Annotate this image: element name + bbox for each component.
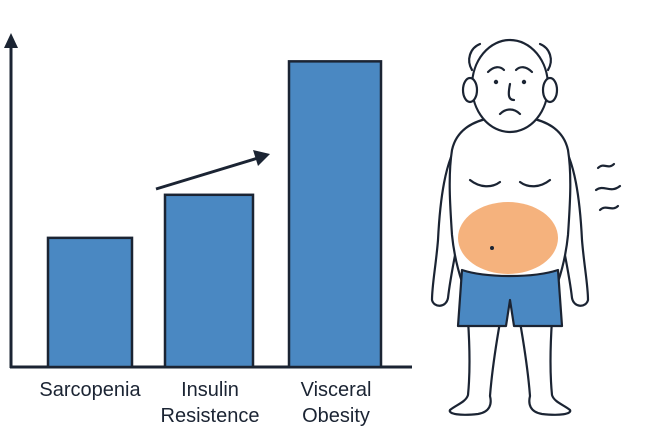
chest-line-left (468, 178, 502, 188)
category-label-line: Sarcopenia (39, 379, 141, 401)
motion-line-1 (596, 162, 616, 170)
navel (490, 246, 494, 250)
bars (46, 60, 383, 369)
right-leg (518, 318, 572, 416)
brow-left (486, 66, 506, 74)
left-leg (448, 318, 502, 416)
category-label-line: Insulin (181, 379, 239, 401)
motion-line-3 (598, 204, 620, 212)
nose (507, 82, 516, 102)
mouth (498, 108, 522, 116)
motion-line-2 (594, 184, 622, 192)
shorts (456, 268, 564, 328)
hair-right (538, 42, 552, 72)
category-label-line: Visceral (300, 379, 372, 401)
category-label-sarcopenia: Sarcopenia (20, 377, 160, 403)
brow-right (514, 66, 534, 74)
elderly-man-icon (430, 38, 622, 416)
hair-left (468, 42, 482, 72)
category-label-line: Obesity (302, 405, 370, 427)
bar-visceral-obesity (287, 60, 383, 369)
chest-line-right (518, 178, 552, 188)
bar-sarcopenia (46, 236, 134, 369)
right-ear (541, 76, 559, 104)
trend-arrow-icon (155, 150, 270, 191)
category-label-visceral-obesity: Visceral Obesity (266, 377, 406, 429)
belly-fat (458, 202, 558, 274)
category-label-line: Resistence (160, 405, 260, 427)
eye-left (493, 79, 499, 85)
eye-right (521, 79, 527, 85)
y-axis-arrowhead (4, 33, 18, 48)
category-label-insulin-resistence: Insulin Resistence (140, 377, 280, 429)
left-ear (461, 76, 479, 104)
bar-insulin-resistence (163, 193, 255, 369)
